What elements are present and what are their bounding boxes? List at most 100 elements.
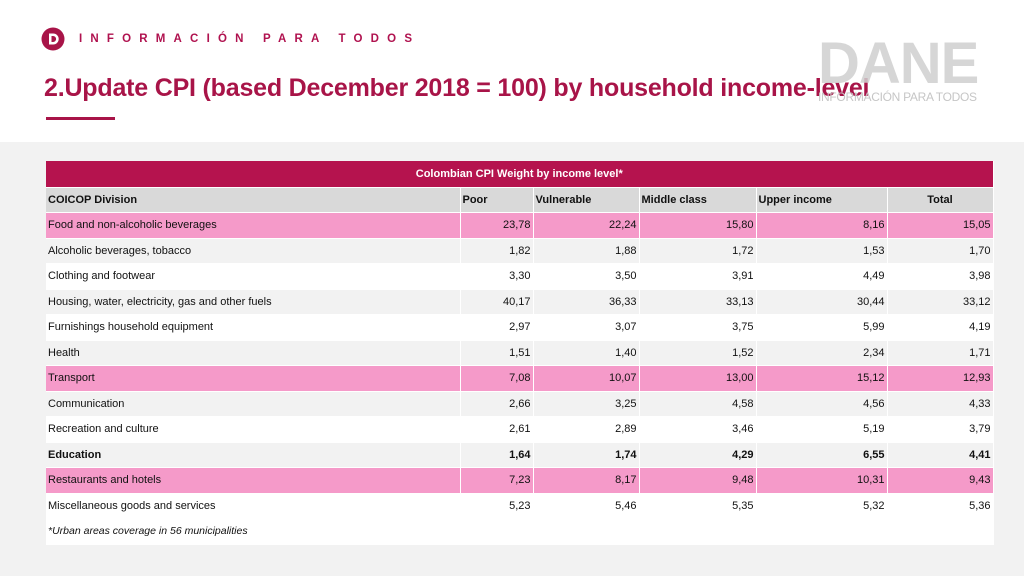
weight-cell: 9,48 xyxy=(639,467,757,494)
division-name-cell: Transport xyxy=(46,365,461,392)
weight-cell: 5,19 xyxy=(756,416,888,443)
weight-cell: 4,41 xyxy=(887,442,994,468)
weight-cell: 36,33 xyxy=(533,289,640,315)
column-header-3: Middle class xyxy=(639,187,757,213)
division-name-cell: Food and non-alcoholic beverages xyxy=(46,212,461,239)
weight-cell: 4,49 xyxy=(756,263,888,290)
dane-logo-icon xyxy=(41,27,65,51)
weight-cell: 2,66 xyxy=(460,391,534,417)
division-name-cell: Health xyxy=(46,340,461,366)
weight-cell: 1,52 xyxy=(639,340,757,366)
division-name-cell: Alcoholic beverages, tobacco xyxy=(46,238,461,264)
table-body: Food and non-alcoholic beverages 23,78 22,… xyxy=(46,212,994,519)
column-header-2: Vulnerable xyxy=(533,187,640,213)
weight-cell: 4,19 xyxy=(887,314,994,341)
table-header-row: COICOP Division Poor Vulnerable Middle clas… xyxy=(46,187,994,213)
weight-cell: 8,16 xyxy=(756,212,888,239)
watermark-tagline: INFORMACIÓN PARA TODOS xyxy=(818,90,977,104)
weight-cell: 10,07 xyxy=(533,365,640,392)
weight-cell: 1,82 xyxy=(460,238,534,264)
weight-cell: 2,97 xyxy=(460,314,534,341)
weight-cell: 4,58 xyxy=(639,391,757,417)
weight-cell: 30,44 xyxy=(756,289,888,315)
weight-cell: 5,32 xyxy=(756,493,888,519)
weight-cell: 1,88 xyxy=(533,238,640,264)
weight-cell: 9,43 xyxy=(887,467,994,494)
division-name-cell: Restaurants and hotels xyxy=(46,467,461,494)
column-header-5: Total xyxy=(887,187,994,213)
weight-cell: 15,05 xyxy=(887,212,994,239)
weight-cell: 2,61 xyxy=(460,416,534,443)
weight-cell: 5,35 xyxy=(639,493,757,519)
table-row: Health 1,51 1,40 1,52 2,34 1,71 xyxy=(46,340,994,366)
division-name-cell: Clothing and footwear xyxy=(46,263,461,290)
table-row: Communication 2,66 3,25 4,58 4,56 4,33 xyxy=(46,391,994,417)
weight-cell: 1,70 xyxy=(887,238,994,264)
weight-cell: 3,30 xyxy=(460,263,534,290)
weight-cell: 33,12 xyxy=(887,289,994,315)
weight-cell: 10,31 xyxy=(756,467,888,494)
weight-cell: 6,55 xyxy=(756,442,888,468)
table-row: Housing, water, electricity, gas and oth… xyxy=(46,289,994,315)
weight-cell: 7,08 xyxy=(460,365,534,392)
weight-cell: 1,71 xyxy=(887,340,994,366)
weight-cell: 3,46 xyxy=(639,416,757,443)
page-title: 2.Update CPI (based December 2018 = 100)… xyxy=(44,74,870,102)
table-row: Recreation and culture 2,61 2,89 3,46 5,19 3,… xyxy=(46,416,994,443)
table-row: Furnishings household equipment 2,97 3,07 3… xyxy=(46,314,994,341)
weight-cell: 1,64 xyxy=(460,442,534,468)
table-row: Restaurants and hotels 7,23 8,17 9,48 10,31 9… xyxy=(46,467,994,494)
weight-cell: 4,56 xyxy=(756,391,888,417)
title-underline xyxy=(46,117,115,120)
division-name-cell: Miscellaneous goods and services xyxy=(46,493,461,519)
weight-cell: 15,80 xyxy=(639,212,757,239)
weight-cell: 3,50 xyxy=(533,263,640,290)
weight-cell: 2,89 xyxy=(533,416,640,443)
table-row: Food and non-alcoholic beverages 23,78 22,… xyxy=(46,212,994,239)
weight-cell: 5,99 xyxy=(756,314,888,341)
weight-cell: 8,17 xyxy=(533,467,640,494)
weight-cell: 3,07 xyxy=(533,314,640,341)
weight-cell: 13,00 xyxy=(639,365,757,392)
tagline: INFORMACIÓN PARA TODOS xyxy=(79,33,421,45)
weight-cell: 23,78 xyxy=(460,212,534,239)
weight-cell: 1,51 xyxy=(460,340,534,366)
watermark-word: DANE xyxy=(818,31,979,96)
weight-cell: 3,25 xyxy=(533,391,640,417)
column-header-0: COICOP Division xyxy=(46,187,461,213)
weight-cell: 5,46 xyxy=(533,493,640,519)
weight-cell: 1,74 xyxy=(533,442,640,468)
table-row: Alcoholic beverages, tobacco 1,82 1,88 1,72… xyxy=(46,238,994,264)
weight-cell: 15,12 xyxy=(756,365,888,392)
weight-cell: 3,98 xyxy=(887,263,994,290)
weight-cell: 12,93 xyxy=(887,365,994,392)
table-row: Transport 7,08 10,07 13,00 15,12 12,93 xyxy=(46,365,994,392)
weight-cell: 22,24 xyxy=(533,212,640,239)
table-caption: Colombian CPI Weight by income level* xyxy=(46,161,994,188)
weight-cell: 2,34 xyxy=(756,340,888,366)
weight-cell: 40,17 xyxy=(460,289,534,315)
column-header-4: Upper income xyxy=(756,187,888,213)
slide-header: INFORMACIÓN PARA TODOS 2.Update CPI (bas… xyxy=(0,0,1024,142)
weight-cell: 7,23 xyxy=(460,467,534,494)
weight-cell: 3,91 xyxy=(639,263,757,290)
weight-cell: 5,36 xyxy=(887,493,994,519)
weight-cell: 3,79 xyxy=(887,416,994,443)
dane-watermark-logo: DANE INFORMACIÓN PARA TODOS xyxy=(818,31,983,106)
division-name-cell: Education xyxy=(46,442,461,468)
table-row: Miscellaneous goods and services 5,23 5,46… xyxy=(46,493,994,519)
weight-cell: 5,23 xyxy=(460,493,534,519)
division-name-cell: Recreation and culture xyxy=(46,416,461,443)
table-footnote: *Urban areas coverage in 56 municipaliti… xyxy=(46,518,994,545)
table-row: Clothing and footwear 3,30 3,50 3,91 4,49 3,9… xyxy=(46,263,994,290)
weight-cell: 1,72 xyxy=(639,238,757,264)
table-row: Education 1,64 1,74 4,29 6,55 4,41 xyxy=(46,442,994,468)
column-header-1: Poor xyxy=(460,187,534,213)
cpi-weight-table: Colombian CPI Weight by income level* CO… xyxy=(46,161,994,545)
weight-cell: 1,53 xyxy=(756,238,888,264)
division-name-cell: Communication xyxy=(46,391,461,417)
weight-cell: 3,75 xyxy=(639,314,757,341)
division-name-cell: Furnishings household equipment xyxy=(46,314,461,341)
weight-cell: 33,13 xyxy=(639,289,757,315)
weight-cell: 4,29 xyxy=(639,442,757,468)
